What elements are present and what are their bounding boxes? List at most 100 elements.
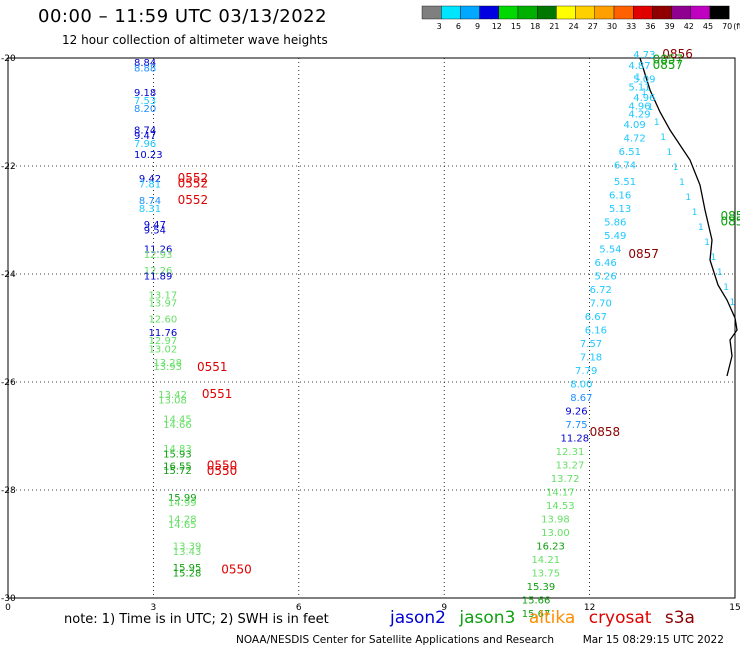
swh-data-label: 7.18 xyxy=(580,352,602,363)
swath-label: 1 xyxy=(711,253,717,263)
colorbar-tick: 45 xyxy=(703,22,713,31)
time-label: 0552 xyxy=(178,193,209,207)
legend-jason3: jason3 xyxy=(459,608,516,628)
swath-label: 1 xyxy=(641,88,647,98)
swh-data-label: 7.57 xyxy=(580,339,602,350)
swath-label: 1 xyxy=(685,193,691,203)
swh-data-label: 15.67 xyxy=(522,609,551,620)
swh-data-label: 13.93 xyxy=(153,362,182,373)
colorbar-swatch xyxy=(460,5,480,20)
swath-label: 1 xyxy=(717,268,723,278)
time-label: 0856 xyxy=(662,47,693,61)
swath-label: 1 xyxy=(692,208,698,218)
swh-data-label: 15.66 xyxy=(522,595,551,606)
swh-data-label: 12.31 xyxy=(556,447,585,458)
swh-data-label: 5.54 xyxy=(599,244,621,255)
time-label: 0552 xyxy=(178,171,209,185)
swh-data-label: 6.16 xyxy=(585,325,607,336)
time-label: 085 xyxy=(720,209,740,223)
colorbar-tick: 6 xyxy=(456,22,461,31)
plot-frame xyxy=(7,57,736,599)
swh-data-label: 9.42 xyxy=(139,174,161,185)
swath-label: 1 xyxy=(667,148,673,158)
colorbar-swatch xyxy=(594,5,615,20)
x-tick-label: 3 xyxy=(151,603,157,613)
swh-data-label: 10.23 xyxy=(134,150,163,161)
swh-data-label: 4.73 xyxy=(633,50,655,61)
colorbar-swatch xyxy=(671,5,691,20)
swath-label: 1 xyxy=(723,283,729,293)
colorbar-tick: 24 xyxy=(569,22,579,31)
swh-data-label: 9.47 xyxy=(144,220,166,231)
swh-data-label: 4.96 xyxy=(628,101,650,112)
colorbar-tick: 39 xyxy=(665,22,675,31)
colorbar-unit: (ft) xyxy=(733,22,740,31)
swh-data-label: 7.96 xyxy=(134,139,156,150)
colorbar-tick: 36 xyxy=(645,22,655,31)
y-tick-label: -20 xyxy=(1,54,16,64)
colorbar-swatch xyxy=(690,5,711,20)
swh-data-label: 14.45 xyxy=(163,415,192,426)
swh-data-label: 4.09 xyxy=(624,120,646,131)
time-label: 0552 xyxy=(178,177,209,191)
time-label: 0550 xyxy=(221,563,252,577)
swh-data-label: 14.83 xyxy=(163,444,192,455)
swath-label: 1 xyxy=(698,223,704,233)
coastline xyxy=(639,57,738,377)
swh-data-label: 16.55 xyxy=(163,461,192,472)
swh-data-label: 8.84 xyxy=(134,58,156,69)
swh-data-label: 5.13 xyxy=(609,204,631,215)
swh-data-label: 8.67 xyxy=(570,393,592,404)
colorbar-swatch xyxy=(556,5,576,20)
colorbar-swatch xyxy=(517,5,538,20)
credit-timestamp: Mar 15 08:29:15 UTC 2022 xyxy=(582,634,724,646)
chart-subtitle: 12 hour collection of altimeter wave hei… xyxy=(62,33,328,47)
colorbar-tick: 3 xyxy=(437,22,442,31)
swh-data-label: 7.70 xyxy=(590,298,612,309)
swh-data-label: 5.51 xyxy=(614,177,636,188)
colorbar-swatch xyxy=(652,5,672,20)
swh-data-label: 9.54 xyxy=(144,226,166,237)
legend-altika: altika xyxy=(528,608,576,628)
swh-data-label: 8.74 xyxy=(134,126,156,137)
swh-data-label: 14.66 xyxy=(163,420,192,431)
swh-data-label: 16.23 xyxy=(536,541,565,552)
colorbar-swatch xyxy=(633,5,653,20)
swh-data-label: 6.16 xyxy=(609,190,631,201)
swh-data-label: 4.29 xyxy=(628,109,650,120)
swath-label: 1 xyxy=(673,163,679,173)
swh-data-label: 8.74 xyxy=(139,196,161,207)
time-label: 085 xyxy=(720,214,740,228)
swh-data-label: 4.96 xyxy=(633,93,655,104)
swath-label: 1 xyxy=(635,73,641,83)
swh-data-label: 11.76 xyxy=(149,328,178,339)
swath-label: 1 xyxy=(730,298,736,308)
colorbar-swatch xyxy=(421,5,442,20)
x-tick-label: 0 xyxy=(5,603,11,613)
swh-data-label: 13.08 xyxy=(158,396,187,407)
swh-data-label: 13.27 xyxy=(556,460,585,471)
colorbar-swatch xyxy=(498,5,519,20)
swath-label: 1 xyxy=(654,118,660,128)
swh-data-label: 14.17 xyxy=(546,487,575,498)
colorbar-tick: 12 xyxy=(492,22,502,31)
swh-data-label: 5.49 xyxy=(604,231,626,242)
swh-data-label: 14.53 xyxy=(546,501,575,512)
swh-data-label: 11.28 xyxy=(561,433,590,444)
swh-data-label: 15.99 xyxy=(168,493,197,504)
x-tick-label: 15 xyxy=(729,603,740,613)
colorbar-tick: 27 xyxy=(588,22,598,31)
swh-data-label: 12.93 xyxy=(144,250,173,261)
swath-label: 1 xyxy=(679,178,685,188)
swh-data-label: 13.72 xyxy=(551,474,580,485)
chart-title: 00:00 – 11:59 UTC 03/13/2022 xyxy=(38,6,328,27)
swath-label: 1 xyxy=(648,103,654,113)
swh-data-label: 13.17 xyxy=(149,290,178,301)
swh-data-label: 15.39 xyxy=(527,582,556,593)
colorbar-tick: 15 xyxy=(511,22,521,31)
swh-data-label: 4.72 xyxy=(624,134,646,145)
time-label: 0857 xyxy=(628,247,659,261)
colorbar-swatch xyxy=(709,5,730,20)
colorbar-swatch xyxy=(479,5,500,20)
